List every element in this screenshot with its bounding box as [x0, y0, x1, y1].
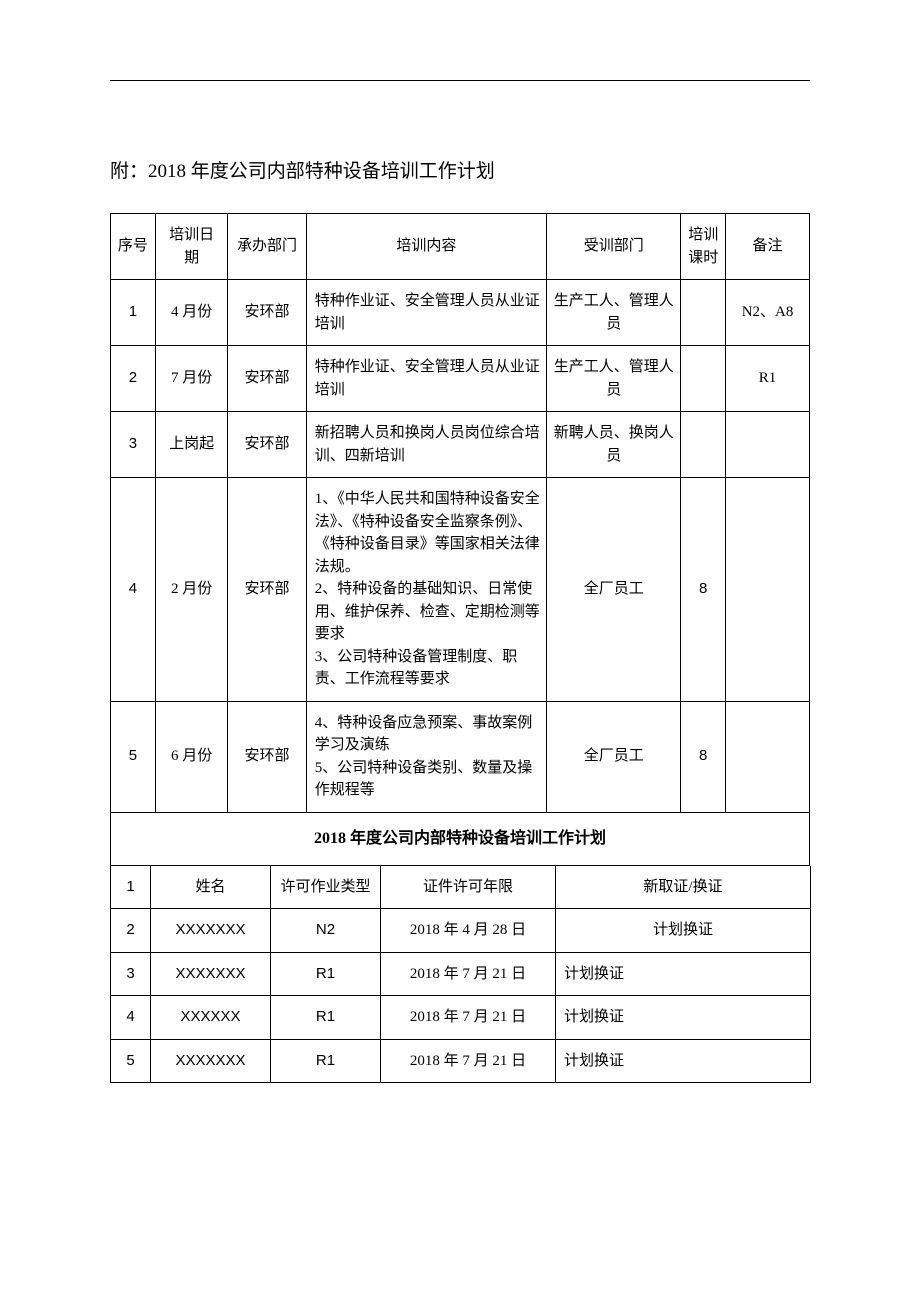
- header-name: 姓名: [151, 866, 271, 909]
- cell-hours: 8: [681, 701, 726, 812]
- cell-content: 4、特种设备应急预案、事故案例学习及演练 5、公司特种设备类别、数量及操作规程等: [306, 701, 546, 812]
- table-row: 1 4 月份 安环部 特种作业证、安全管理人员从业证培训 生产工人、管理人员 N…: [111, 280, 810, 346]
- cell-dept: 安环部: [228, 280, 306, 346]
- cell-valid: 2018 年 7 月 21 日: [381, 952, 556, 996]
- cell-date: 2 月份: [155, 478, 228, 702]
- cell-seq: 2: [111, 346, 156, 412]
- cell-date: 6 月份: [155, 701, 228, 812]
- cell-hours: [681, 280, 726, 346]
- cell-remark: [726, 412, 810, 478]
- subtitle-row: 2018 年度公司内部特种设备培训工作计划: [111, 812, 810, 865]
- header-valid: 证件许可年限: [381, 866, 556, 909]
- cell-action: 计划换证: [556, 996, 811, 1040]
- cell-valid: 2018 年 4 月 28 日: [381, 909, 556, 953]
- cell-content: 新招聘人员和换岗人员岗位综合培训、四新培训: [306, 412, 546, 478]
- header-type: 许可作业类型: [271, 866, 381, 909]
- cell-content: 特种作业证、安全管理人员从业证培训: [306, 346, 546, 412]
- cell-trainee: 新聘人员、换岗人员: [547, 412, 681, 478]
- cell-type: R1: [271, 1039, 381, 1083]
- cell-action: 计划换证: [556, 909, 811, 953]
- cell-name: XXXXXXX: [151, 1039, 271, 1083]
- cell-seq: 5: [111, 1039, 151, 1083]
- header-dept: 承办部门: [228, 214, 306, 280]
- header-action: 新取证/换证: [556, 866, 811, 909]
- table-row: 5 XXXXXXX R1 2018 年 7 月 21 日 计划换证: [111, 1039, 811, 1083]
- header-hours: 培训课时: [681, 214, 726, 280]
- header-remark: 备注: [726, 214, 810, 280]
- cell-name: XXXXXX: [151, 996, 271, 1040]
- page-title: 附：2018 年度公司内部特种设备培训工作计划: [110, 156, 810, 183]
- header-seq: 1: [111, 866, 151, 909]
- table-row: 3 上岗起 安环部 新招聘人员和换岗人员岗位综合培训、四新培训 新聘人员、换岗人…: [111, 412, 810, 478]
- table-row: 2 7 月份 安环部 特种作业证、安全管理人员从业证培训 生产工人、管理人员 R…: [111, 346, 810, 412]
- cell-dept: 安环部: [228, 346, 306, 412]
- cell-type: R1: [271, 996, 381, 1040]
- cell-dept: 安环部: [228, 478, 306, 702]
- cell-trainee: 全厂员工: [547, 701, 681, 812]
- cell-seq: 1: [111, 280, 156, 346]
- cell-trainee: 生产工人、管理人员: [547, 280, 681, 346]
- cell-date: 上岗起: [155, 412, 228, 478]
- cell-hours: [681, 412, 726, 478]
- cell-trainee: 全厂员工: [547, 478, 681, 702]
- cell-type: N2: [271, 909, 381, 953]
- cell-valid: 2018 年 7 月 21 日: [381, 996, 556, 1040]
- cell-type: R1: [271, 952, 381, 996]
- cell-remark: R1: [726, 346, 810, 412]
- certificate-plan-table: 1 姓名 许可作业类型 证件许可年限 新取证/换证 2 XXXXXXX N2 2…: [110, 866, 811, 1084]
- cell-dept: 安环部: [228, 412, 306, 478]
- header-seq: 序号: [111, 214, 156, 280]
- cell-date: 7 月份: [155, 346, 228, 412]
- table-row: 2 XXXXXXX N2 2018 年 4 月 28 日 计划换证: [111, 909, 811, 953]
- cell-seq: 4: [111, 996, 151, 1040]
- table-row: 4 XXXXXX R1 2018 年 7 月 21 日 计划换证: [111, 996, 811, 1040]
- cell-action: 计划换证: [556, 952, 811, 996]
- cell-name: XXXXXXX: [151, 909, 271, 953]
- table-row: 4 2 月份 安环部 1、《中华人民共和国特种设备安全法》、《特种设备安全监察条…: [111, 478, 810, 702]
- subtitle-cell: 2018 年度公司内部特种设备培训工作计划: [111, 812, 810, 865]
- header-date: 培训日期: [155, 214, 228, 280]
- cell-seq: 2: [111, 909, 151, 953]
- table-header-row: 序号 培训日期 承办部门 培训内容 受训部门 培训课时 备注: [111, 214, 810, 280]
- cell-dept: 安环部: [228, 701, 306, 812]
- cell-seq: 5: [111, 701, 156, 812]
- cell-content: 特种作业证、安全管理人员从业证培训: [306, 280, 546, 346]
- cell-seq: 3: [111, 412, 156, 478]
- cell-hours: [681, 346, 726, 412]
- table-row: 5 6 月份 安环部 4、特种设备应急预案、事故案例学习及演练 5、公司特种设备…: [111, 701, 810, 812]
- cell-date: 4 月份: [155, 280, 228, 346]
- cell-remark: [726, 478, 810, 702]
- cell-seq: 3: [111, 952, 151, 996]
- cell-valid: 2018 年 7 月 21 日: [381, 1039, 556, 1083]
- cell-action: 计划换证: [556, 1039, 811, 1083]
- table-header-row: 1 姓名 许可作业类型 证件许可年限 新取证/换证: [111, 866, 811, 909]
- cell-content: 1、《中华人民共和国特种设备安全法》、《特种设备安全监察条例》、《特种设备目录》…: [306, 478, 546, 702]
- cell-seq: 4: [111, 478, 156, 702]
- table-row: 3 XXXXXXX R1 2018 年 7 月 21 日 计划换证: [111, 952, 811, 996]
- cell-remark: N2、A8: [726, 280, 810, 346]
- cell-remark: [726, 701, 810, 812]
- top-divider: [110, 80, 810, 81]
- training-plan-table: 序号 培训日期 承办部门 培训内容 受训部门 培训课时 备注 1 4 月份 安环…: [110, 213, 810, 866]
- header-trainee: 受训部门: [547, 214, 681, 280]
- header-content: 培训内容: [306, 214, 546, 280]
- cell-hours: 8: [681, 478, 726, 702]
- cell-name: XXXXXXX: [151, 952, 271, 996]
- cell-trainee: 生产工人、管理人员: [547, 346, 681, 412]
